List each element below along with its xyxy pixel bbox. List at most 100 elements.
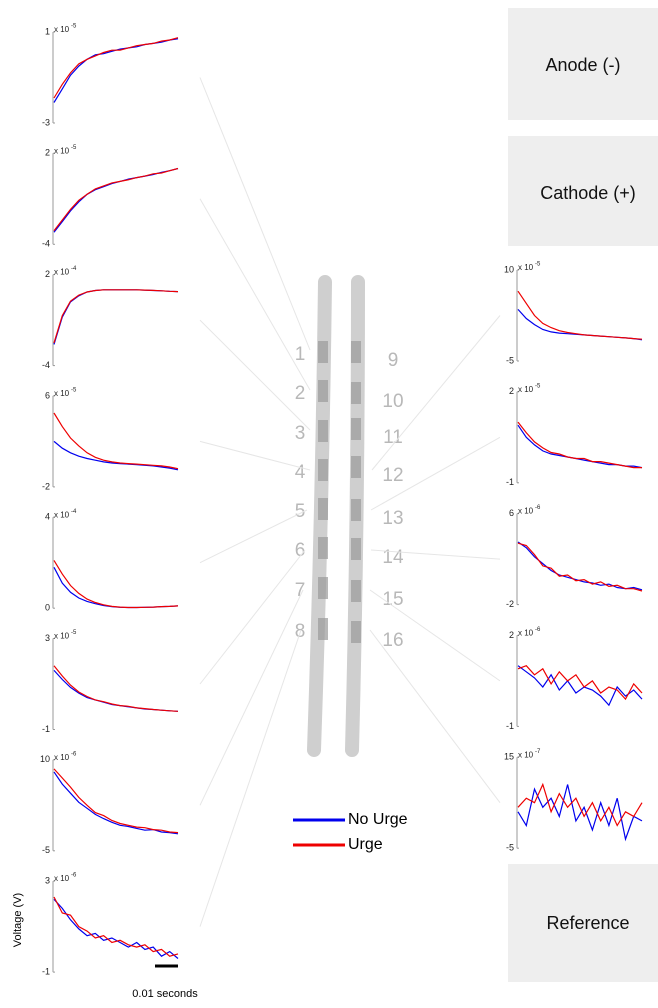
series-line [53,289,179,345]
y-multiplier: x 10 [518,263,534,272]
series-line [517,290,643,340]
electrode-contact [318,537,328,559]
electrode-contact [318,498,328,520]
y-tick-label: -5 [506,843,514,853]
electrode-contact [318,618,328,640]
series-line [517,784,643,842]
electrode-number: 1 [295,344,306,365]
y-tick-label: 10 [40,754,50,764]
reference-label: Reference [546,913,629,933]
series-line [517,782,643,827]
y-exponent: -7 [535,749,541,755]
y-exponent: -6 [71,751,77,757]
electrode-number: 2 [295,383,306,404]
y-tick-label: 15 [504,752,514,762]
y-tick-label: -4 [42,239,50,249]
y-exponent: -6 [535,627,541,633]
y-multiplier: x 10 [54,389,70,398]
connector [369,629,501,804]
electrode-number: 9 [388,350,399,371]
series-line [517,665,643,707]
y-tick-label: 6 [45,390,50,400]
y-multiplier: x 10 [54,874,70,883]
electrode-contact [318,420,328,442]
legend-label: No Urge [348,811,408,828]
y-tick-label: -4 [42,360,50,370]
series-line [517,424,643,469]
y-multiplier: x 10 [518,750,534,759]
anode-label: Anode (-) [545,55,620,75]
y-tick-label: -1 [506,721,514,731]
electrode-contact [351,621,361,643]
y-tick-label: 3 [45,633,50,643]
y-tick-label: -1 [42,724,50,734]
electrode-contact [318,459,328,481]
series-line [53,440,179,471]
connector [199,198,311,391]
y-tick-label: -1 [42,966,50,976]
series-line [517,308,643,341]
electrode-number: 10 [382,391,403,412]
anode-box [508,8,658,120]
series-line [517,541,643,591]
electrode-contact [351,456,361,478]
y-multiplier: x 10 [54,146,70,155]
electrode-number: 3 [295,423,306,444]
series-line [53,167,179,233]
y-multiplier: x 10 [54,268,70,277]
y-multiplier: x 10 [54,25,70,34]
y-exponent: -6 [71,873,77,879]
y-exponent: -5 [71,145,77,151]
y-exponent: -4 [71,509,77,515]
cathode-box [508,136,658,246]
y-tick-label: -2 [506,599,514,609]
y-tick-label: -3 [42,117,50,127]
series-line [53,771,179,835]
y-multiplier: x 10 [518,385,534,394]
connector [199,509,308,564]
reference-box [508,864,658,982]
y-exponent: -5 [71,387,77,393]
electrode-contact [351,418,361,440]
y-multiplier: x 10 [54,753,70,762]
y-exponent: -5 [71,24,77,30]
electrode-contact [318,577,328,599]
connector [199,549,306,685]
electrode-number: 14 [382,547,404,568]
connector [370,436,501,511]
series-line [53,412,179,470]
y-multiplier: x 10 [518,507,534,516]
y-tick-label: 2 [509,630,514,640]
electrode-number: 13 [382,508,403,529]
y-tick-label: 2 [509,386,514,396]
series-line [53,37,179,99]
electrode-number: 7 [295,580,306,601]
y-tick-label: 2 [45,269,50,279]
y-multiplier: x 10 [54,632,70,641]
connector [199,629,302,927]
connector [371,315,501,471]
connector [199,589,304,806]
series-line [53,167,179,232]
electrode-contact [351,382,361,404]
electrode-number: 16 [382,630,403,651]
scale-bar-label: 0.01 seconds [132,988,198,1000]
y-exponent: -4 [71,266,77,272]
y-tick-label: 3 [45,875,50,885]
y-tick-label: 6 [509,508,514,518]
series-line [53,560,179,609]
y-exponent: -5 [535,383,541,389]
connector [370,549,501,560]
electrode-number: 11 [383,427,403,448]
y-multiplier: x 10 [54,510,70,519]
electrode-contact [318,380,328,402]
electrode-contact [318,341,328,363]
legend-label: Urge [348,836,383,853]
series-line [53,768,179,834]
series-line [517,421,642,469]
y-exponent: -5 [535,262,541,268]
electrode-number: 12 [382,465,403,486]
connector [369,589,501,682]
series-line [517,664,643,701]
